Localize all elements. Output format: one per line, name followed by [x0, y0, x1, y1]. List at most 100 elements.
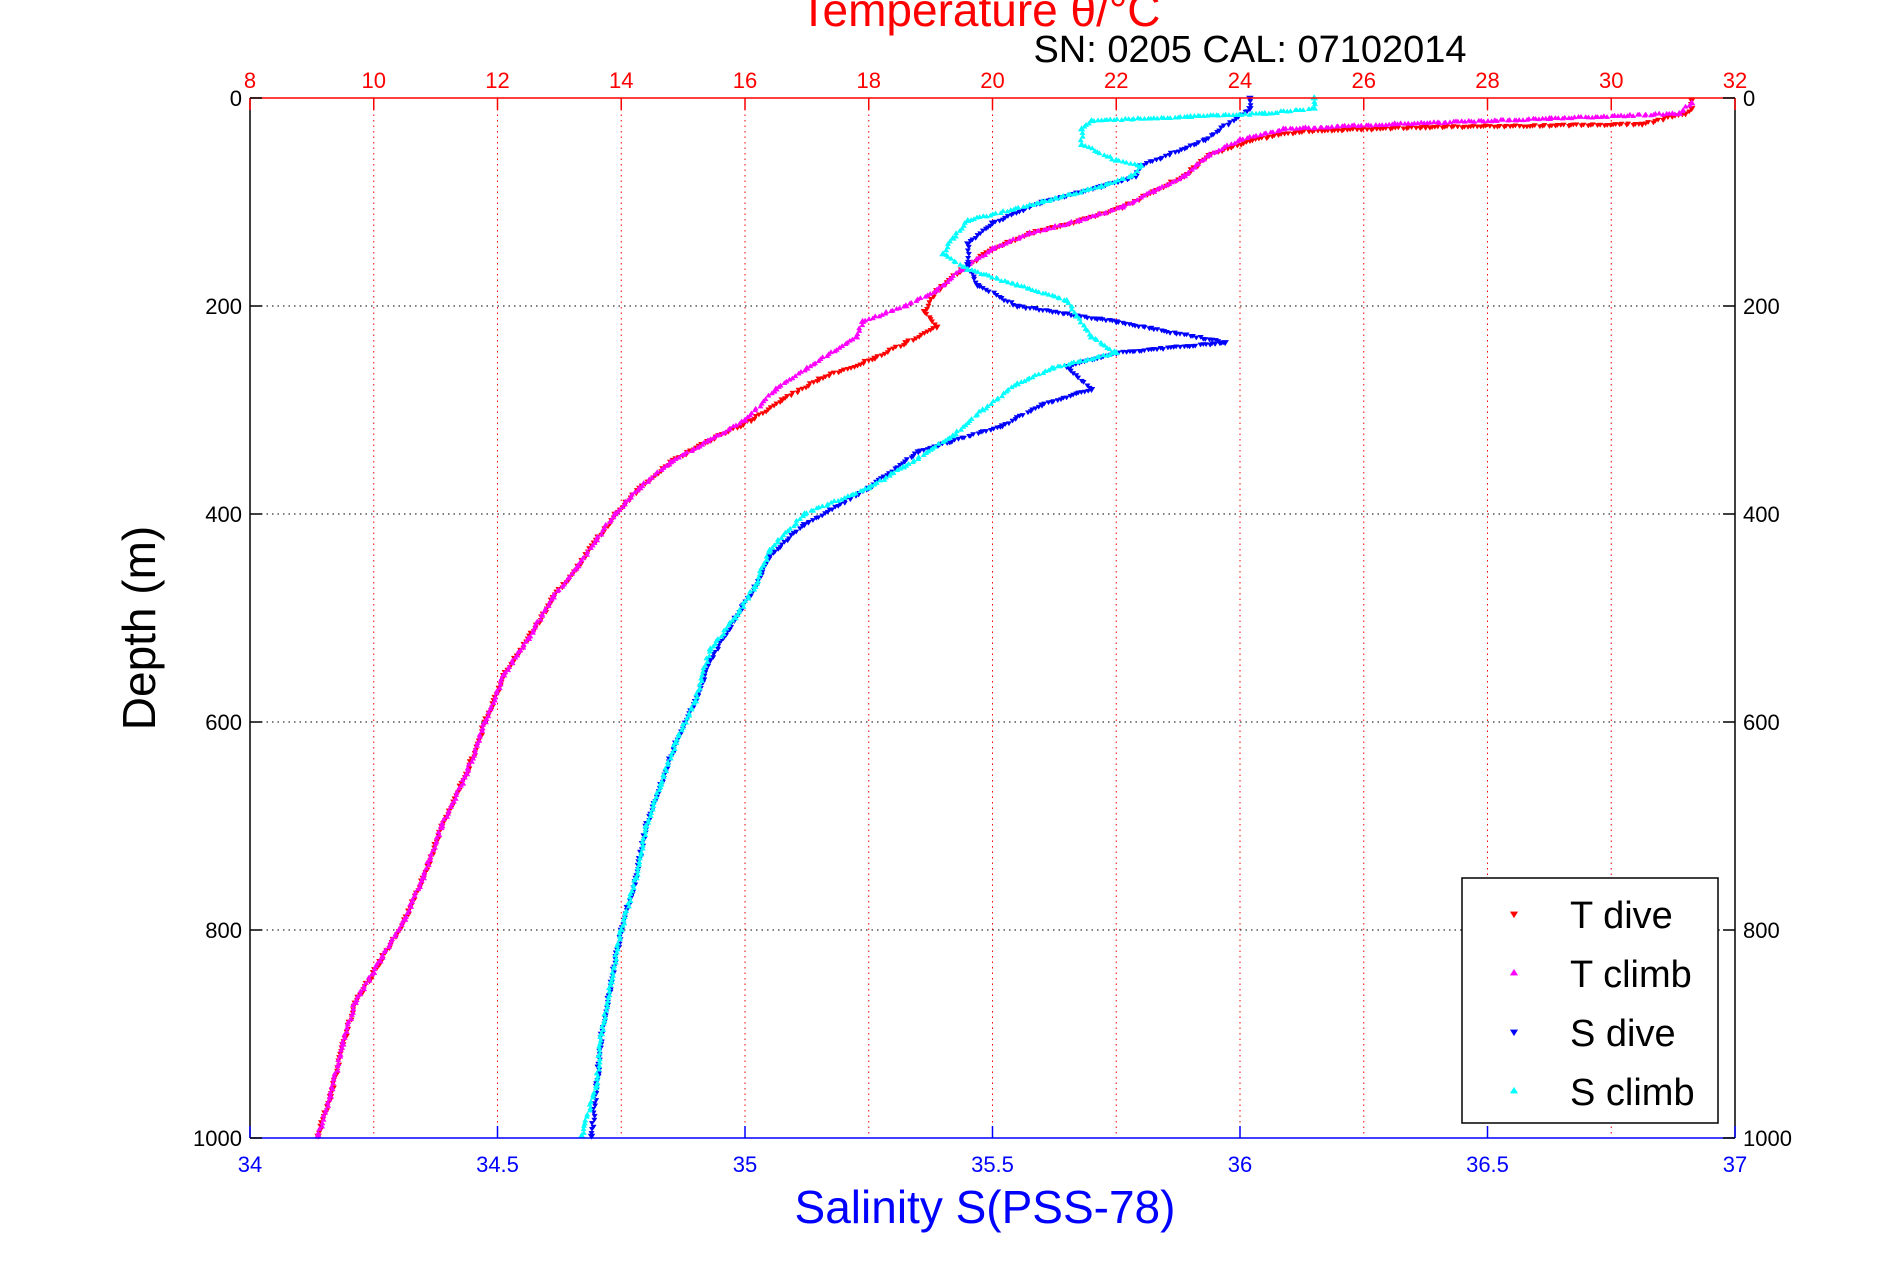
data-point-sample [710, 434, 717, 440]
data-point-sample [920, 452, 927, 457]
data-point-sample [771, 388, 778, 394]
data-point-sample [343, 1028, 350, 1034]
y-tick-label-right: 0 [1743, 86, 1755, 111]
data-point-sample [1107, 207, 1114, 213]
data-point-sample [663, 768, 670, 774]
data-point-sample [1345, 123, 1352, 129]
data-point-sample [683, 449, 690, 455]
data-point-sample [675, 454, 682, 460]
data-point-sample [610, 514, 617, 520]
data-point-sample [718, 633, 725, 639]
data-point-sample [1368, 127, 1375, 133]
data-point-sample [908, 455, 915, 461]
data-point [899, 463, 908, 470]
data-point-sample [485, 709, 492, 715]
data-point-sample [841, 500, 848, 506]
data-point-sample [468, 758, 475, 764]
data-point [964, 216, 972, 223]
data-point-sample [1031, 372, 1038, 378]
data-point-sample [695, 687, 702, 693]
data-point-sample [1084, 356, 1091, 362]
data-point-sample [1660, 117, 1667, 123]
data-point-sample [497, 681, 504, 687]
data-point-sample [1454, 124, 1461, 130]
data-point-sample [1589, 114, 1596, 120]
data-point-sample [678, 727, 685, 733]
data-point-sample [588, 1126, 596, 1132]
chart-title: Temperature θ/°C [800, 0, 1161, 36]
data-point-sample [1250, 133, 1257, 139]
data-point-sample [455, 785, 462, 791]
data-point-sample [334, 1067, 341, 1073]
data-point-sample [330, 1076, 337, 1082]
data-point-sample [1122, 321, 1129, 327]
data-point-sample [831, 348, 838, 354]
data-point-sample [957, 426, 965, 432]
data-point-sample [1197, 342, 1204, 348]
data-point [852, 333, 861, 340]
data-point-sample [1226, 120, 1234, 126]
data-point-sample [1446, 119, 1454, 125]
data-point-sample [878, 353, 885, 359]
data-point-sample [967, 238, 974, 244]
data-point-sample [1119, 349, 1127, 355]
data-point [949, 234, 957, 241]
data-point-sample [784, 528, 792, 533]
data-point-sample [968, 266, 975, 272]
data-point-sample [1141, 325, 1148, 331]
data-point-sample [952, 431, 960, 437]
data-point [1048, 364, 1056, 371]
data-point-sample [636, 855, 644, 861]
data-point-sample [1164, 345, 1171, 351]
data-point-sample [1159, 183, 1166, 189]
data-point-sample [930, 289, 938, 295]
data-point-sample [485, 713, 492, 719]
data-point-sample [1669, 110, 1676, 116]
data-point [949, 432, 957, 439]
data-point-sample [1080, 322, 1088, 328]
chart-subtitle: SN: 0205 CAL: 07102014 [1033, 29, 1466, 71]
data-point-sample [713, 637, 720, 643]
data-point-sample [797, 526, 804, 532]
data-point-sample [1511, 117, 1518, 123]
data-point-sample [1475, 117, 1482, 123]
data-point-sample [944, 279, 951, 285]
y-tick-label-left: 600 [205, 710, 242, 735]
data-point-sample [1153, 186, 1161, 192]
data-point-sample [1546, 124, 1553, 130]
series-layer [314, 94, 1696, 1140]
data-point-sample [1004, 299, 1011, 305]
data-point-sample [645, 478, 652, 484]
data-point-sample [1215, 147, 1222, 153]
data-point-sample [639, 845, 646, 851]
data-point-sample [846, 337, 853, 343]
data-point-sample [1228, 141, 1235, 147]
data-point-sample [619, 504, 626, 510]
data-point-sample [357, 991, 364, 997]
data-point-sample [1026, 306, 1034, 312]
legend-label: S climb [1570, 1072, 1695, 1114]
data-point-sample [348, 1012, 355, 1017]
data-point-sample [831, 498, 838, 503]
data-point-sample [600, 1026, 607, 1032]
data-point-sample [1089, 145, 1096, 151]
data-point-sample [998, 296, 1005, 301]
data-point-sample [928, 319, 936, 325]
data-point-sample [894, 467, 901, 473]
data-point-sample [808, 507, 815, 513]
data-point-sample [395, 927, 402, 933]
data-point [1087, 333, 1096, 340]
data-point-sample [1207, 112, 1214, 118]
data-point-sample [1349, 122, 1356, 128]
data-point-sample [1686, 102, 1693, 108]
data-point-sample [670, 742, 677, 748]
data-point-sample [1257, 131, 1264, 137]
data-point-sample [1234, 138, 1241, 144]
data-point-sample [598, 531, 605, 537]
legend-label: S dive [1570, 1013, 1676, 1055]
data-point-sample [1230, 118, 1238, 124]
data-point-sample [1080, 216, 1087, 222]
data-point-sample [1004, 208, 1011, 214]
data-point-sample [897, 344, 904, 350]
data-point-sample [569, 570, 576, 576]
